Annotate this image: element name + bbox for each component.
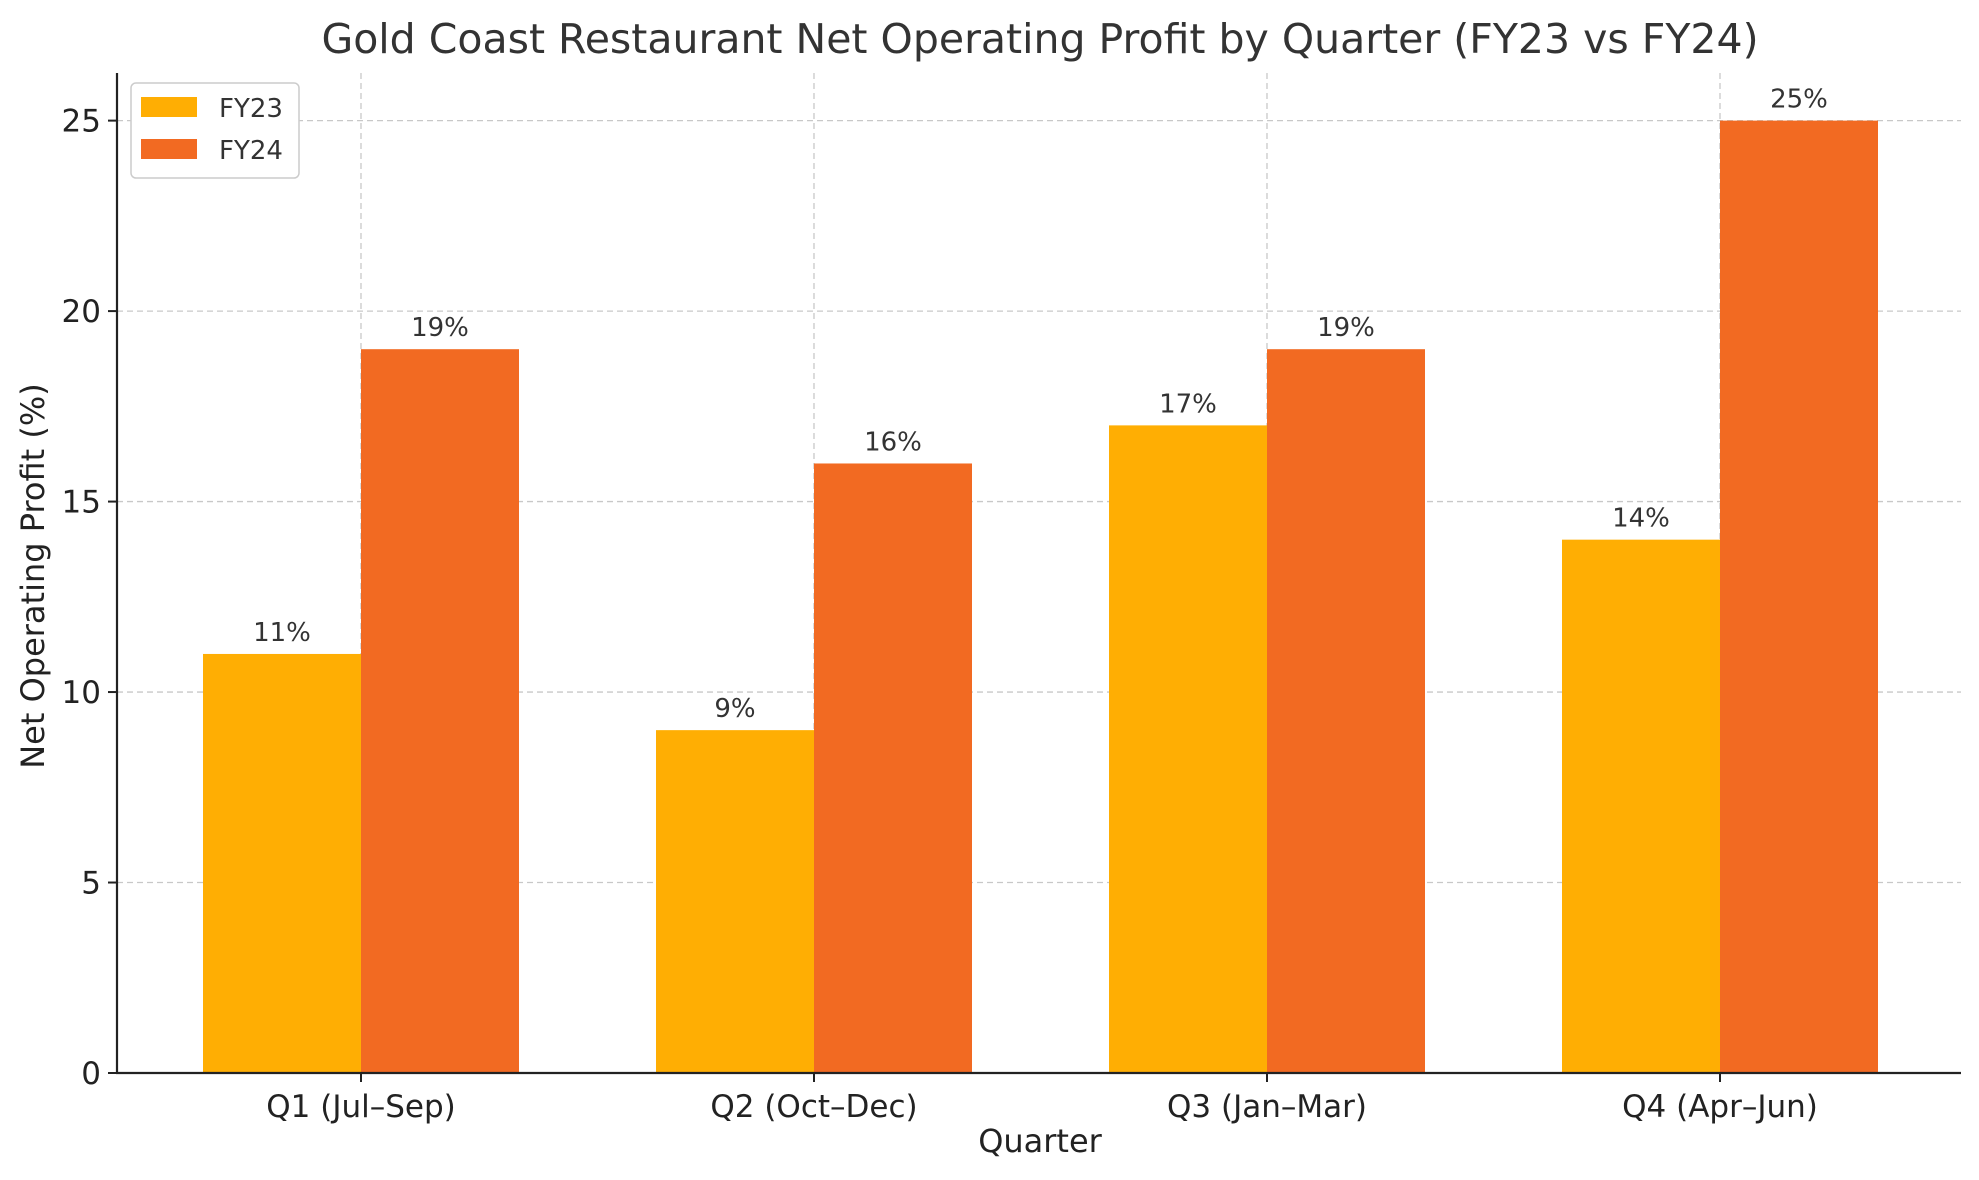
legend: FY23 FY24 [130,82,300,179]
bar-fy24 [1267,349,1425,1073]
data-label-fy24: 19% [411,313,469,343]
x-axis-label: Quarter [978,1122,1102,1160]
bar-fy23 [1562,539,1720,1073]
legend-label-fy23: FY23 [219,94,283,124]
data-labels-layer: 11% 9% 17% 14% 19% 16% 19% 25% [253,85,1828,725]
data-label-fy23: 14% [1612,504,1670,534]
y-tick-label: 5 [81,866,101,902]
x-ticks-layer: Q1 (Jul–Sep) Q2 (Oct–Dec) Q3 (Jan–Mar) Q4 (… [266,1073,1818,1125]
data-label-fy23: 9% [714,694,755,724]
bar-fy24 [1720,120,1878,1074]
bar-fy24 [361,349,519,1073]
x-tick-label: Q2 (Oct–Dec) [710,1089,917,1125]
bar-fy23 [656,730,814,1073]
y-ticks-layer: 0 5 10 15 20 25 [62,104,117,1092]
data-label-fy23: 11% [253,618,311,648]
x-tick-label: Q3 (Jan–Mar) [1167,1089,1367,1125]
legend-label-fy24: FY24 [219,136,283,166]
bars-layer [203,120,1878,1074]
data-label-fy24: 16% [864,427,922,457]
y-axis-label: Net Operating Profit (%) [14,383,52,769]
data-label-fy24: 25% [1770,85,1828,115]
axes-layer [115,73,1961,1075]
legend-swatch-fy24 [141,139,197,159]
y-tick-label: 25 [62,104,101,140]
chart-title: Gold Coast Restaurant Net Operating Prof… [321,15,1758,63]
bar-fy24 [814,463,972,1073]
y-tick-label: 0 [81,1056,101,1092]
y-tick-label: 15 [62,485,101,521]
bar-fy23 [1109,425,1267,1073]
x-tick-label: Q4 (Apr–Jun) [1622,1089,1818,1125]
x-tick-label: Q1 (Jul–Sep) [266,1089,456,1125]
bar-fy23 [203,653,361,1073]
y-tick-label: 20 [62,294,101,330]
legend-swatch-fy23 [141,97,197,117]
data-label-fy24: 19% [1317,313,1375,343]
data-label-fy23: 17% [1159,389,1217,419]
y-tick-label: 10 [62,675,101,711]
